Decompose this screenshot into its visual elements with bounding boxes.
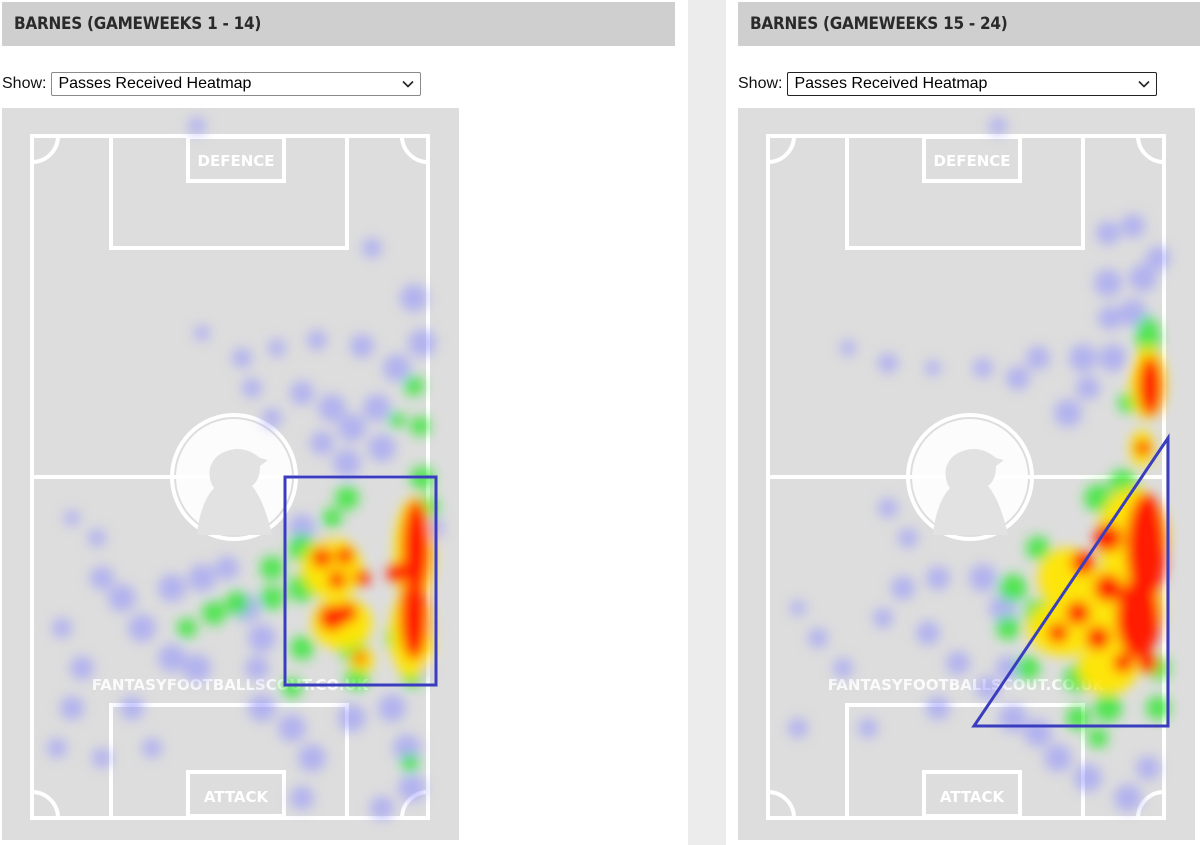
chevron-down-icon <box>402 80 415 88</box>
show-label: Show: <box>2 75 47 92</box>
view-select[interactable]: Passes Received Heatmap <box>787 72 1158 96</box>
defence-label: DEFENCE <box>934 152 1011 170</box>
scout-logo <box>176 419 292 535</box>
defence-box <box>922 135 1022 183</box>
pitch-heatmap: DEFENCE ATTACK FANTASYFOOTBALLSCOUT.CO.U… <box>738 108 1195 840</box>
show-row: Show: Passes Received Heatmap <box>738 72 1158 96</box>
panel-divider <box>688 0 726 845</box>
show-row: Show: Passes Received Heatmap <box>2 72 422 96</box>
heatmap <box>47 117 444 820</box>
heatmap <box>788 117 1170 812</box>
defence-box <box>186 135 286 183</box>
pitch-svg: DEFENCE ATTACK FANTASYFOOTBALLSCOUT.CO.U… <box>738 108 1195 840</box>
annotation-rectangle <box>283 475 438 687</box>
pitch-heatmap: DEFENCE ATTACK FANTASYFOOTBALLSCOUT.CO.U… <box>2 108 459 840</box>
attack-label: ATTACK <box>204 788 270 806</box>
select-value: Passes Received Heatmap <box>794 75 988 92</box>
select-value: Passes Received Heatmap <box>58 75 252 92</box>
attack-box <box>922 770 1022 818</box>
pitch-svg: DEFENCE ATTACK FANTASYFOOTBALLSCOUT.CO.U… <box>2 108 459 840</box>
view-select[interactable]: Passes Received Heatmap <box>51 72 422 96</box>
panel-title: BARNES (GAMEWEEKS 15 - 24) <box>750 14 1008 34</box>
panel-gameweeks-15-24: BARNES (GAMEWEEKS 15 - 24) Show: Passes … <box>736 0 1200 845</box>
chevron-down-icon <box>1138 80 1151 88</box>
annotation-triangle <box>971 433 1170 728</box>
panel-header: BARNES (GAMEWEEKS 1 - 14) <box>2 2 675 46</box>
defence-label: DEFENCE <box>198 152 275 170</box>
show-label: Show: <box>738 75 783 92</box>
attack-label: ATTACK <box>940 788 1006 806</box>
attack-box <box>186 770 286 818</box>
watermark: FANTASYFOOTBALLSCOUT.CO.UK <box>828 676 1106 694</box>
panel-title: BARNES (GAMEWEEKS 1 - 14) <box>14 14 262 34</box>
panel-gameweeks-1-14: BARNES (GAMEWEEKS 1 - 14) Show: Passes R… <box>0 0 675 845</box>
scout-logo <box>912 419 1028 535</box>
panel-header: BARNES (GAMEWEEKS 15 - 24) <box>738 2 1200 46</box>
